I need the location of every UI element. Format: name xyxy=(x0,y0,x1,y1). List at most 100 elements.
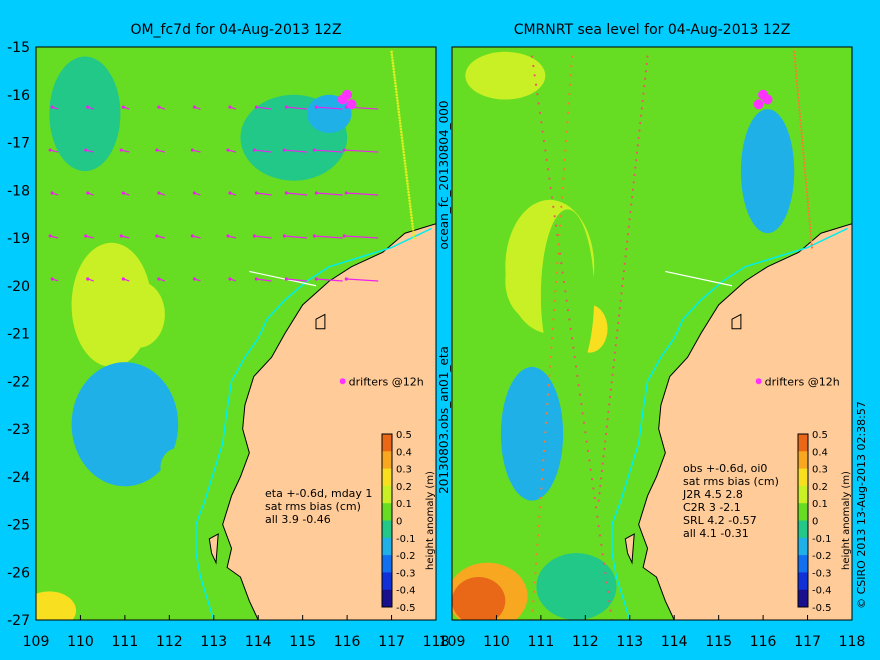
current-vector xyxy=(256,192,272,196)
altimeter-track-point xyxy=(554,224,558,227)
altimeter-track-point xyxy=(630,196,634,199)
y-tick-label: -22 xyxy=(7,374,30,390)
anomaly-contour-6 xyxy=(49,56,121,172)
y-tick-label: -24 xyxy=(7,470,30,486)
drifter-point xyxy=(753,99,764,110)
x-tick-label: 116 xyxy=(750,634,777,650)
altimeter-track-point xyxy=(802,155,805,158)
height-anomaly-field xyxy=(36,47,436,620)
altimeter-track-point xyxy=(407,190,410,194)
altimeter-track-point xyxy=(580,402,583,406)
altimeter-track-point xyxy=(406,187,410,191)
stats-line: eta +-0.6d, mday 1 xyxy=(265,487,372,500)
altimeter-track-point xyxy=(398,119,402,122)
colorbar-tick-label: -0.4 xyxy=(396,586,416,597)
altimeter-track-point xyxy=(602,455,605,458)
colorbar-segment xyxy=(382,589,392,608)
altimeter-track-point xyxy=(632,181,635,184)
colorbar-segment xyxy=(798,555,808,573)
altimeter-track-point xyxy=(599,484,602,487)
current-vector-head xyxy=(86,277,90,281)
altimeter-track-point xyxy=(534,83,538,86)
x-tick-label: 115 xyxy=(289,634,316,650)
altimeter-track-point xyxy=(566,111,570,114)
current-vector-head xyxy=(282,148,287,152)
colorbar-tick-label: 0.3 xyxy=(396,465,412,476)
altimeter-track-point xyxy=(809,230,812,233)
drifter-point xyxy=(337,94,348,105)
altimeter-track-point xyxy=(536,543,539,546)
current-vector xyxy=(284,235,308,239)
altimeter-track-point xyxy=(596,515,599,518)
current-vector-head xyxy=(342,234,346,238)
colorbar-segment xyxy=(382,468,392,487)
altimeter-track-point xyxy=(543,440,546,443)
altimeter-track-point xyxy=(392,70,396,74)
colorbar-segment xyxy=(798,520,808,539)
altimeter-track-point xyxy=(612,366,615,369)
altimeter-track-point xyxy=(542,459,545,462)
altimeter-track-point xyxy=(541,130,544,133)
altimeter-track-point xyxy=(395,96,399,99)
altimeter-track-point xyxy=(538,515,541,518)
altimeter-track-point xyxy=(408,202,412,205)
altimeter-track-point xyxy=(637,136,640,140)
section-line xyxy=(249,270,317,287)
x-tick-label: 110 xyxy=(67,634,94,650)
altimeter-track-point xyxy=(611,373,614,376)
altimeter-track-point xyxy=(601,462,604,465)
map-panel-2: CMRNRT sea level for 04-Aug-2013 12Z 109 1… xyxy=(439,22,866,650)
current-vector-head xyxy=(312,234,316,238)
altimeter-track-point xyxy=(803,168,806,171)
altimeter-track-point xyxy=(607,410,610,413)
altimeter-track-point xyxy=(402,147,405,151)
y-tick-label: -25 xyxy=(7,518,30,534)
altimeter-track-point xyxy=(643,85,646,88)
altimeter-track-point xyxy=(793,57,796,60)
altimeter-track-point xyxy=(407,196,411,200)
altimeter-track-point xyxy=(409,210,413,214)
altimeter-track-point xyxy=(628,218,631,221)
anomaly-contour-9 xyxy=(465,51,546,100)
colorbar-tick-label: 0.2 xyxy=(396,482,412,493)
altimeter-track-point xyxy=(600,477,603,480)
altimeter-track-point xyxy=(796,83,799,86)
y-tick-label: -21 xyxy=(7,327,30,343)
current-vector-head xyxy=(50,105,54,109)
altimeter-track-point xyxy=(405,173,408,177)
altimeter-track-point xyxy=(574,365,578,368)
altimeter-track-point xyxy=(556,262,559,265)
current-vector-head xyxy=(155,148,159,152)
map-frame xyxy=(451,46,853,621)
altimeter-track-point xyxy=(592,487,595,490)
colorbar-frame xyxy=(381,433,393,608)
altimeter-track-point xyxy=(397,107,400,111)
altimeter-track-point xyxy=(598,534,602,537)
y-tick-label: -18 xyxy=(7,183,30,199)
altimeter-track-point xyxy=(808,220,811,223)
altimeter-track-point xyxy=(795,73,798,76)
current-vector xyxy=(316,106,343,110)
x-tick-label: 112 xyxy=(156,634,183,650)
altimeter-track-point xyxy=(531,609,534,612)
altimeter-track-point xyxy=(394,87,398,91)
x-tick-label: 111 xyxy=(112,634,139,650)
current-vector-head xyxy=(314,105,318,109)
current-vector-head xyxy=(192,191,197,195)
anomaly-contour-8 xyxy=(307,94,352,133)
anomaly-contour-10 xyxy=(36,591,76,620)
altimeter-track-point xyxy=(629,210,632,214)
y-tick-label: -27 xyxy=(7,613,30,629)
altimeter-track-point xyxy=(810,243,813,246)
altimeter-track-point xyxy=(623,262,626,265)
current-vector-head xyxy=(314,191,318,195)
current-vector xyxy=(314,235,343,239)
altimeter-track-point xyxy=(564,290,567,293)
altimeter-track-point xyxy=(631,188,634,191)
altimeter-track-point xyxy=(807,210,810,213)
x-tick-label: 117 xyxy=(378,634,405,650)
altimeter-track-point xyxy=(539,496,542,500)
anomaly-contour-5 xyxy=(115,409,152,449)
altimeter-track-point xyxy=(626,240,629,243)
altimeter-track-point xyxy=(538,506,542,509)
